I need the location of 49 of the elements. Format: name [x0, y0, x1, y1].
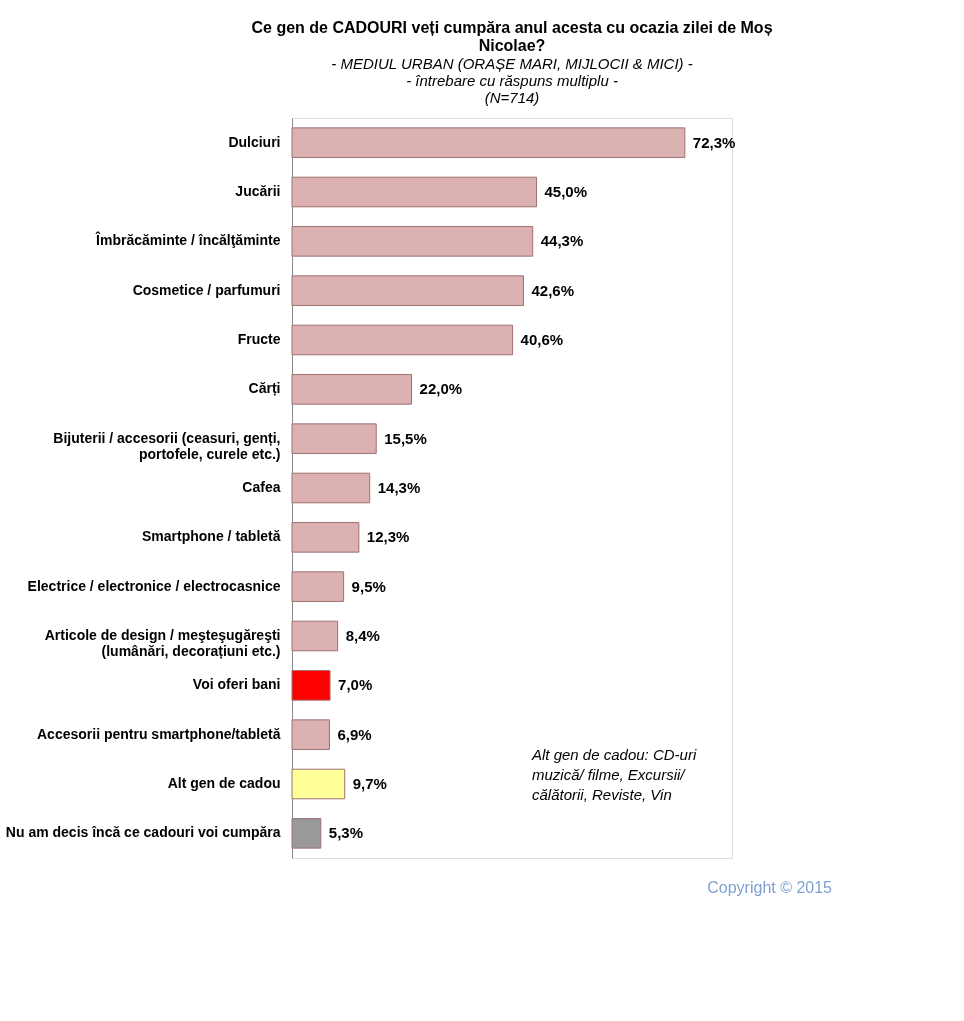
y-tick-label: Cafea	[242, 479, 281, 495]
data-label: 44,3%	[540, 232, 584, 250]
bar	[291, 670, 331, 701]
bar	[291, 127, 686, 158]
y-tick-label: Fructe	[237, 331, 281, 347]
data-label: 7,0%	[338, 676, 373, 694]
y-tick-label: Jucării	[235, 183, 281, 199]
bar	[291, 522, 360, 553]
y-tick-label: Smartphone / tabletă	[142, 528, 281, 545]
bar	[291, 275, 524, 306]
data-label: 12,3%	[366, 528, 410, 546]
data-label: 5,3%	[328, 824, 363, 842]
y-tick-label: Nu am decis încă ce cadouri voi cumpăra	[5, 824, 281, 841]
data-label: 15,5%	[384, 429, 427, 447]
y-tick-label: Alt gen de cadou	[167, 775, 281, 791]
y-tick-label: Dulciuri	[228, 133, 281, 150]
bar	[291, 324, 514, 356]
y-tick-label: Îmbrăcăminte / încălţăminte	[95, 231, 281, 249]
bar	[291, 768, 346, 800]
y-tick-label: Cosmetice / parfumuri	[132, 281, 281, 298]
bar	[291, 719, 330, 750]
data-label: 40,6%	[520, 331, 564, 348]
bar	[291, 620, 339, 652]
bar	[291, 176, 538, 208]
data-label: 14,3%	[377, 479, 421, 496]
data-label: 8,4%	[345, 627, 380, 644]
y-tick-label: Electrice / electronice / electrocasnice	[27, 577, 281, 594]
bar	[291, 472, 371, 504]
data-label: 45,0%	[544, 183, 588, 200]
bar	[291, 374, 413, 405]
y-tick-label: Bijuterii / accesorii (ceasuri, genți, portofele, curele etc.)	[53, 429, 281, 462]
text: Copyright © 2015	[707, 879, 833, 896]
chart-title: Ce gen de CADOURI veți cumpăra anul acesta cu ocazia zilei de Moș Nicolae?	[251, 19, 773, 54]
annotation: Alt gen de cadou: CD-uri muzică/ filme, Excursii/ călătorii, Reviste, Vin	[531, 746, 697, 803]
bar	[291, 571, 345, 602]
data-label: 22,0%	[419, 380, 463, 398]
data-label: 6,9%	[337, 725, 372, 743]
data-label: 72,3%	[692, 133, 736, 151]
data-label: 9,5%	[351, 577, 386, 595]
data-label: 42,6%	[531, 281, 575, 299]
y-tick-label: Accesorii pentru smartphone/tabletă	[36, 725, 281, 742]
bar	[291, 226, 534, 257]
y-tick-label: Cărți	[248, 380, 281, 397]
bar	[291, 423, 377, 454]
y-tick-label: Articole de design / meşteşugăreşti (lumânări, decorațiuni etc.)	[44, 627, 281, 659]
y-tick-label: Voi oferi bani	[192, 676, 281, 693]
data-label: 9,7%	[352, 775, 387, 792]
bar	[291, 818, 322, 849]
chart-subtitle: - MEDIUL URBAN (ORAȘE MARI, MIJLOCII & MICI) - - întrebare cu răspuns multiplu - (N=714)	[331, 55, 693, 106]
